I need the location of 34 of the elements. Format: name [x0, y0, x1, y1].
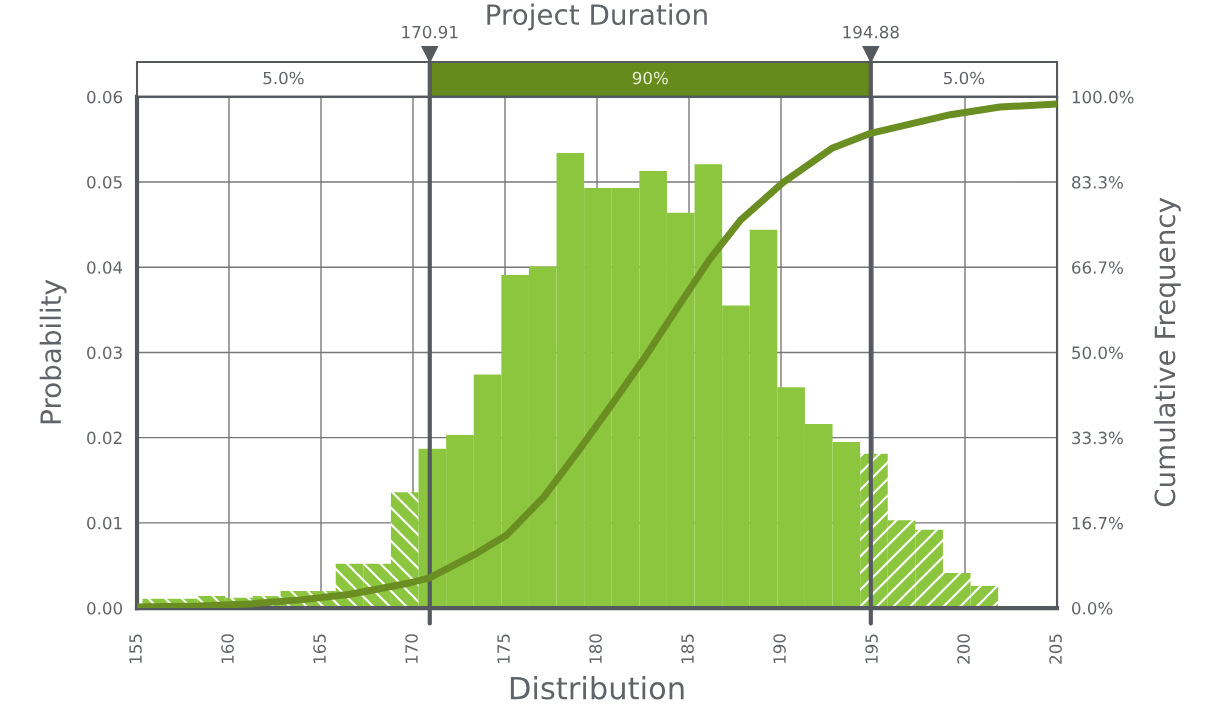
y-tick-label: 0.06 [87, 90, 123, 104]
y2-tick-label: 16.7% [1072, 516, 1123, 530]
x-tick-label: 180 [589, 634, 602, 664]
x-tick-label: 155 [129, 634, 142, 664]
y-tick-label: 0.00 [87, 602, 123, 615]
y2-tick-label: 66.7% [1072, 261, 1123, 274]
x-tick-label: 170 [405, 634, 418, 664]
y-tick-label: 0.01 [87, 516, 122, 530]
x-tick-label: 205 [1049, 634, 1062, 664]
x-tick-label: 195 [865, 634, 878, 664]
x-axis-title: Distribution [510, 675, 684, 700]
y-tick-label: 0.03 [87, 346, 122, 360]
y2-tick-label: 100.0% [1072, 90, 1134, 104]
x-tick-label: 160 [221, 634, 234, 664]
y-tick-label: 0.05 [87, 176, 122, 189]
x-tick-label: 200 [957, 634, 970, 664]
y2-tick-label: 83.3% [1072, 176, 1123, 189]
chart-title: Project Duration [487, 3, 707, 31]
y2-tick-label: 50.0% [1072, 346, 1123, 360]
ref-line-label: 194.88 [843, 25, 899, 39]
ref-line-label: 170.91 [402, 25, 458, 39]
x-tick-label: 185 [681, 634, 694, 664]
y2-tick-label: 33.3% [1072, 431, 1123, 445]
y2-axis-title: Cumulative Frequency [1153, 197, 1181, 507]
text: 5.0% [263, 71, 304, 85]
y-tick-label: 0.02 [87, 431, 122, 445]
x-tick-label: 190 [773, 634, 786, 664]
y-tick-label: 0.04 [87, 261, 123, 274]
x-tick-label: 165 [313, 634, 326, 664]
text: 5.0% [944, 71, 985, 85]
text: 90% [632, 71, 668, 85]
y-axis-title: Probability [39, 279, 67, 424]
y2-tick-label: 0.0% [1072, 602, 1113, 615]
x-tick-label: 175 [497, 634, 510, 664]
